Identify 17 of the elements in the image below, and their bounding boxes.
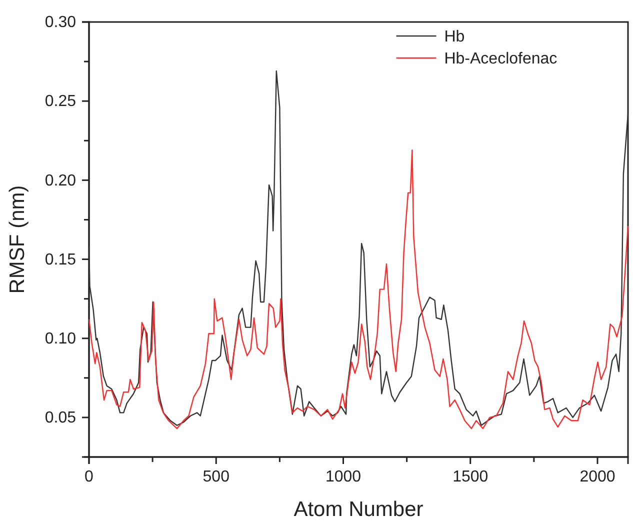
line-series bbox=[88, 70, 629, 426]
x-tick-label: 2000 bbox=[580, 468, 616, 486]
x-tick-label: 0 bbox=[84, 468, 94, 486]
y-tick-label: 0.15 bbox=[44, 251, 76, 268]
y-tick-label: 0.30 bbox=[44, 14, 76, 32]
x-tick-label: 1500 bbox=[452, 468, 488, 486]
legend-label: Hb bbox=[444, 28, 465, 46]
line-series bbox=[88, 150, 629, 430]
y-tick-label: 0.10 bbox=[44, 330, 76, 348]
x-tick-label: 500 bbox=[202, 468, 230, 486]
y-tick-label: 0.20 bbox=[44, 172, 76, 190]
y-tick-label: 0.25 bbox=[44, 93, 76, 110]
y-tick-label: 0.05 bbox=[44, 410, 76, 427]
legend-label: Hb-Aceclofenac bbox=[444, 50, 558, 68]
x-axis-title: Atom Number bbox=[294, 498, 424, 521]
y-axis-title: RMSF (nm) bbox=[6, 185, 29, 294]
x-tick-label: 1000 bbox=[325, 468, 362, 486]
